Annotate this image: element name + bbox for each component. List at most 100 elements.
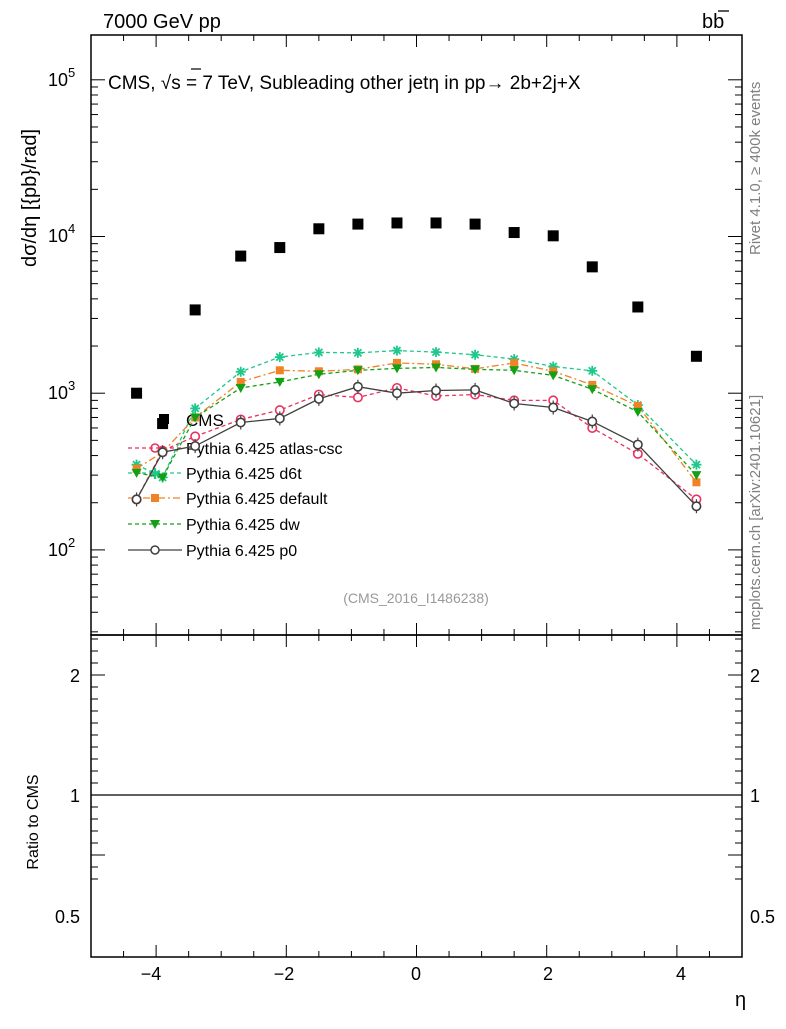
point-dw-3 (235, 383, 246, 393)
point-default-12 (588, 380, 597, 389)
point-CMS-8 (430, 217, 442, 229)
y-tick-1e5-exp: 5 (68, 65, 75, 80)
point-CMS-4 (274, 242, 286, 254)
point-d6t-2-arm3 (190, 404, 200, 413)
y-tick-1e2-exp: 2 (68, 535, 75, 550)
point-d6t-4-arm3 (275, 352, 284, 362)
ratio-tick-label-right-2: 2 (750, 666, 760, 686)
point-CMS-14 (690, 350, 702, 362)
analysis-watermark: (CMS_2016_I1486238) (343, 590, 489, 606)
plot-title-s: s (171, 73, 181, 94)
x-tick-label-m4: −4 (141, 964, 162, 984)
y-axis-label: dσ/dη [{pb}/rad] (19, 129, 41, 267)
ratio-tick-label-1: 1 (70, 786, 80, 806)
point-dw-10 (509, 366, 520, 376)
point-default-4 (275, 366, 284, 375)
point-d6t-9-arm3 (470, 350, 480, 359)
process-label-b: b (702, 11, 713, 33)
y-tick-label-1e5: 105 (48, 65, 75, 90)
legend-marker-dw (150, 520, 160, 529)
point-CMS-2 (189, 304, 201, 316)
point-CMS-11 (547, 230, 559, 242)
point-p0-11 (548, 402, 559, 413)
legend-label-d6t: Pythia 6.425 d6t (186, 466, 302, 483)
point-dw-8 (431, 363, 442, 373)
point-p0-0 (131, 494, 142, 505)
point-CMS-1 (157, 418, 169, 430)
point-default-7 (392, 358, 401, 367)
point-p0-12 (587, 416, 598, 427)
point-dw-1 (157, 473, 168, 483)
point-CMS-6 (352, 218, 364, 230)
ratio-tick-label-right-1: 1 (750, 786, 760, 806)
point-dw-7 (391, 364, 402, 374)
plot-title-prefix: CMS, (108, 73, 161, 94)
point-p0-10 (509, 398, 520, 409)
point-default-11 (549, 367, 558, 376)
point-dw-5 (313, 370, 324, 380)
legend-marker-d6t: ✱ (149, 466, 162, 483)
ratio-plot-frame (90, 634, 743, 958)
point-p0-6 (352, 381, 363, 392)
point-dw-2 (190, 413, 201, 423)
plot-title: CMS, √s = 7 TeV, Subleading other jetη i… (108, 73, 581, 94)
point-d6t-8-arm3 (431, 347, 441, 357)
y-tick-1e3-exp: 3 (68, 378, 75, 393)
point-CMS-7 (391, 217, 403, 229)
series-CMS (131, 217, 702, 430)
process-label-bbar: b (713, 11, 724, 33)
series-p0 (131, 379, 702, 514)
series-line-atlas_csc (135, 387, 697, 500)
y-tick-1e5-base: 10 (48, 70, 68, 90)
x-tick-label-4: 4 (676, 964, 686, 984)
point-dw-4 (274, 377, 285, 387)
mcplots-label: mcplots.cern.ch [arXiv:2401.10621] (747, 395, 764, 630)
y-tick-label-1e3: 103 (48, 378, 75, 403)
point-p0-8 (431, 385, 442, 396)
point-dw-6 (352, 366, 363, 376)
point-dw-14 (691, 471, 702, 481)
point-d6t-7-arm3 (392, 346, 402, 355)
x-tick-label-m2: −2 (274, 964, 295, 984)
y-tick-1e3-base: 10 (48, 383, 68, 403)
legend-label-atlas-csc: Pythia 6.425 atlas-csc (186, 441, 343, 458)
point-CMS-0 (131, 387, 143, 399)
ratio-tick-label-right-0.5: 0.5 (750, 907, 775, 927)
point-default-10 (510, 358, 519, 367)
energy-label: 7000 GeV pp (103, 11, 221, 33)
plot-title-suffix: = 7 TeV, Subleading other jetη in pp→ 2b… (181, 73, 581, 94)
point-p0-5 (313, 393, 324, 404)
ratio-tick-label-0.5: 0.5 (55, 907, 80, 927)
legend-marker-default (151, 494, 159, 502)
axis-ticks (90, 35, 743, 957)
point-default-14 (692, 478, 701, 487)
point-dw-11 (548, 371, 559, 381)
y-tick-label-1e2: 102 (48, 535, 75, 560)
y-tick-1e2-base: 10 (48, 540, 68, 560)
point-p0-9 (470, 384, 481, 395)
series-layer (131, 217, 702, 514)
point-CMS-13 (632, 301, 644, 313)
point-CMS-10 (508, 227, 520, 239)
legend-label-default: Pythia 6.425 default (186, 491, 328, 508)
point-p0-7 (391, 388, 402, 399)
x-tick-label-2: 2 (543, 964, 553, 984)
process-label: bb (702, 11, 724, 33)
point-atlas_csc-6 (352, 392, 363, 403)
x-tick-label-0: 0 (411, 964, 421, 984)
point-dw-0 (131, 468, 142, 478)
plot-title-sqrt: √ (161, 73, 172, 94)
point-CMS-12 (586, 261, 598, 273)
legend-label-dw: Pythia 6.425 dw (186, 517, 300, 534)
point-CMS-3 (235, 250, 247, 262)
point-dw-9 (470, 365, 481, 375)
point-p0-13 (632, 439, 643, 450)
point-default-0 (132, 464, 141, 473)
point-p0-2 (190, 441, 201, 452)
point-p0-4 (274, 413, 285, 424)
legend-marker-p0 (150, 545, 160, 555)
point-d6t-5-arm3 (314, 348, 324, 357)
point-d6t-12-arm3 (588, 366, 597, 375)
point-p0-1 (157, 447, 168, 458)
